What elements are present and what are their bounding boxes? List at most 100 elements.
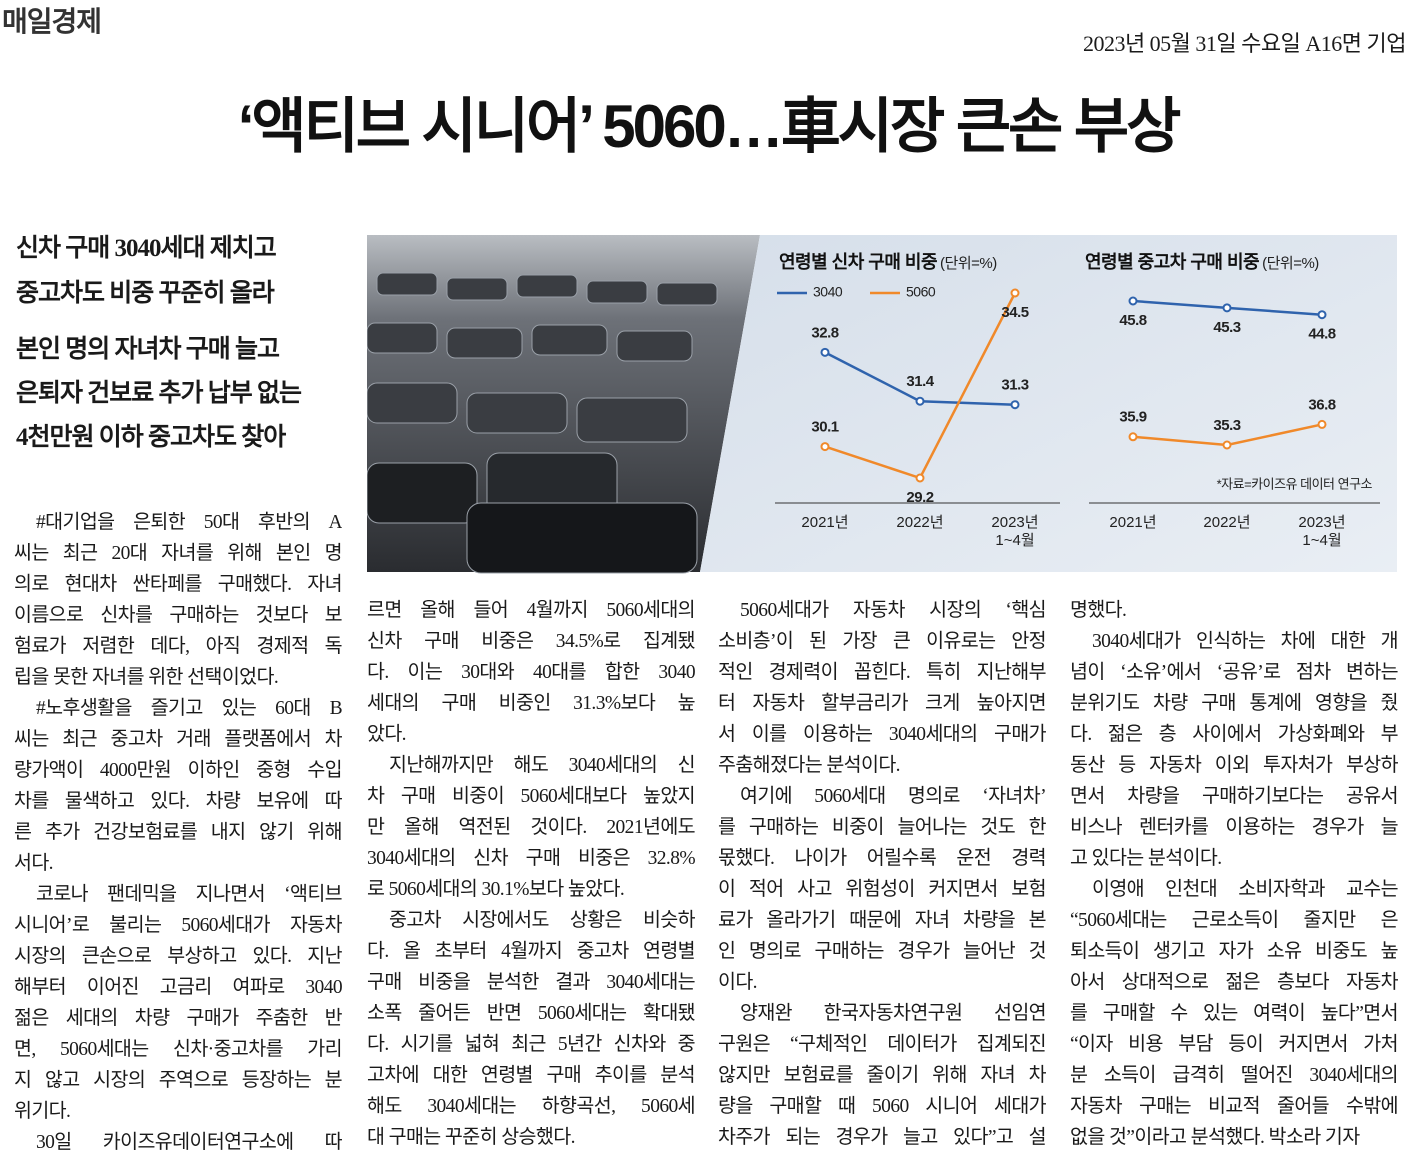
headline: ‘액티브 시니어’ 5060…車시장 큰손 부상 (237, 93, 1182, 160)
paragraph: 명했다. (1070, 595, 1398, 626)
paragraph: 3040세대가 인식하는 차에 대한 개 념이 ‘소유’에서 ‘공유’로 점차 변… (1070, 626, 1398, 874)
text-column: 5060세대가 자동차 시장의 ‘핵심 소비층’이 된 가장 큰 이유로는 안정 적… (718, 595, 1046, 1153)
text-line: 자동차 구매는 비교적 줄어들 수밖에 (1070, 1096, 1398, 1117)
text-line: 고차에 대한 연령별 구매 추이를 분석 (367, 1065, 695, 1086)
x-tick-label: 2022년 (1203, 514, 1251, 531)
text-line: 분위기도 차량 구매 통계에 영향을 줬 (1070, 693, 1398, 714)
text-line: 여기에 5060세대 명의로 ‘자녀차’ (740, 786, 1046, 807)
text-line: 념이 ‘소유’에서 ‘공유’로 점차 변하는 (1070, 662, 1398, 683)
text-line: 씨는 최근 중고차 거래 플랫폼에서 차 (14, 729, 342, 750)
text-line: 다. 시기를 넓혀 최근 5년간 신차와 중 (367, 1034, 695, 1055)
x-tick-label: 2023년 1~4월 (1298, 514, 1346, 549)
text-line: 이 적어 사고 위험성이 커지면서 보험 (718, 879, 1046, 900)
x-tick-label: 2022년 (896, 514, 944, 531)
subhead: 은퇴자 건보료 추가 납부 없는 (16, 380, 302, 407)
text-line: 코로나 팬데믹을 지나면서 ‘액티브 (36, 884, 342, 905)
text-line: 량가액이 4000만원 이하인 중형 수입 (14, 760, 342, 781)
text-line: 의로 현대차 싼타페를 구매했다. 자녀 (14, 574, 342, 595)
unit-note: (단위=%) (940, 255, 997, 272)
text-line: #노후생활을 즐기고 있는 60대 B (36, 698, 342, 719)
data-label: 36.8 (1308, 396, 1335, 413)
source-note: *자료=카이즈유 데이터 연구소 (1217, 476, 1373, 491)
dateline: 2023년 05월 31일 수요일 A16면 기업 (1082, 31, 1407, 56)
data-point (820, 347, 830, 357)
text-line: 면서 차량을 구매하기보다는 공유서 (1070, 786, 1398, 807)
text-line: 명했다. (1070, 600, 1127, 621)
text-line: 해부터 이어진 고금리 여파로 3040 (14, 977, 342, 998)
text-line: 구원은 “구체적인 데이터가 집계되진 (718, 1034, 1046, 1055)
text-line: 동산 등 자동차 이외 투자처가 부상하 (1070, 755, 1398, 776)
text-line: “이자 비용 부담 등이 커지면서 가처 (1070, 1034, 1398, 1055)
data-point (1128, 296, 1138, 306)
logo: 매일경제 (2, 6, 102, 37)
text-line: 신차 구매 비중은 34.5%로 집계됐 (367, 631, 695, 652)
photo (367, 235, 760, 574)
data-label: 44.8 (1308, 326, 1335, 343)
subhead: 본인 명의 자녀차 구매 늘고 (16, 336, 280, 363)
data-point (1317, 310, 1327, 320)
data-point (915, 473, 925, 483)
data-point (1010, 400, 1020, 410)
text-line: 없을 것”이라고 분석했다. 박소라 기자 (1070, 1127, 1360, 1148)
text-line: 해도 3040세대는 하향곡선, 5060세 (367, 1096, 695, 1117)
text-line: 다. 이는 30대와 40대를 합한 3040 (367, 662, 695, 683)
data-point (820, 442, 830, 452)
text-line: 료가 올라가기 때문에 자녀 차량을 본 (718, 910, 1046, 931)
text-line: 구매 비중을 분석한 결과 3040세대는 (367, 972, 695, 993)
data-point (1222, 303, 1232, 313)
text-line: 퇴소득이 생기고 자가 소유 비중도 높 (1070, 941, 1398, 962)
data-point (1222, 440, 1232, 450)
paragraph: 여기에 5060세대 명의로 ‘자녀차’ 를 구매하는 비중이 늘어나는 것도 한… (718, 781, 1046, 998)
text-line: 터 자동차 할부금리가 크게 높아지면 (718, 693, 1046, 714)
text-line: 주춤해졌다는 분석이다. (718, 755, 901, 776)
legend-label: 5060 (906, 284, 936, 300)
text-line: 이영애 인천대 소비자학과 교수는 (1092, 879, 1398, 900)
text-line: 대 구매는 꾸준히 상승했다. (367, 1127, 575, 1148)
data-label: 35.9 (1119, 409, 1146, 426)
text-line: 를 구매할 수 있는 여력이 높다”면서 (1070, 1003, 1398, 1024)
text-line: 아서 상대적으로 젊은 층보다 자동차 (1070, 972, 1398, 993)
data-point (1128, 432, 1138, 442)
chart-title: 연령별 중고차 구매 비중 (1085, 252, 1259, 272)
text-line: 다. 젊은 층 사이에서 가상화폐와 부 (1070, 724, 1398, 745)
x-tick-label: 2023년 1~4월 (991, 514, 1039, 549)
text-line: 서다. (14, 853, 54, 874)
x-tick-label: 2021년 (801, 514, 849, 531)
text-line: 중고차 시장에서도 상황은 비슷하 (389, 910, 695, 931)
text-line: 면, 5060세대는 신차·중고차를 가리 (14, 1039, 342, 1060)
text-line: 차를 물색하고 있다. 차량 보유에 따 (14, 791, 342, 812)
text-line: 고 있다는 분석이다. (1070, 848, 1222, 869)
data-label: 35.3 (1213, 417, 1240, 434)
paragraph: 코로나 팬데믹을 지나면서 ‘액티브 시니어’로 불리는 5060세대가 자동차 시… (14, 879, 342, 1127)
paragraph: 양재완 한국자동차연구원 선임연 구원은 “구체적인 데이터가 집계되진 않지만 보… (718, 998, 1046, 1153)
subhead-group: 신차 구매 3040세대 제치고 중고차도 비중 꾸준히 올라 (16, 226, 277, 316)
text-line: 분 소득이 급격히 떨어진 3040세대의 (1070, 1065, 1398, 1086)
data-point (1010, 288, 1020, 298)
text-line: “5060세대는 근로소득이 줄지만 은 (1070, 910, 1398, 931)
text-line: 량을 구매할 때 5060 시니어 세대가 (718, 1096, 1046, 1117)
text-line: 적인 경제력이 꼽힌다. 특히 지난해부 (718, 662, 1046, 683)
text-line: 시니어’로 불리는 5060세대가 자동차 (14, 915, 342, 936)
legend-label: 3040 (813, 284, 843, 300)
subhead-group: 본인 명의 자녀차 구매 늘고 은퇴자 건보료 추가 납부 없는 4천만원 이하… (16, 328, 302, 460)
paragraph: 5060세대가 자동차 시장의 ‘핵심 소비층’이 된 가장 큰 이유로는 안정 적… (718, 595, 1046, 781)
text-line: 험료가 저렴한 데다, 아직 경제적 독 (14, 636, 342, 657)
text-line: 3040세대의 신차 구매 비중은 32.8% (367, 848, 695, 869)
text-line: 씨는 최근 20대 자녀를 위해 본인 명 (14, 543, 342, 564)
data-label: 30.1 (811, 419, 838, 436)
text-line: 지난해까지만 해도 3040세대의 신 (389, 755, 695, 776)
data-label: 31.4 (906, 373, 934, 390)
subhead: 중고차도 비중 꾸준히 올라 (16, 280, 275, 307)
text-line: 비스나 렌터카를 이용하는 경우가 늘 (1070, 817, 1398, 838)
text-line: 이다. (718, 972, 758, 993)
text-line: 위기다. (14, 1101, 71, 1122)
text-line: 양재완 한국자동차연구원 선임연 (740, 1003, 1046, 1024)
text-line: 30일 카이즈유데이터연구소에 따 (36, 1132, 342, 1153)
text-line: 립을 못한 자녀를 위한 선택이었다. (14, 667, 279, 688)
data-point (1317, 419, 1327, 429)
text-line: 몫했다. 나이가 어릴수록 운전 경력 (718, 848, 1046, 869)
data-label: 45.3 (1213, 319, 1240, 336)
